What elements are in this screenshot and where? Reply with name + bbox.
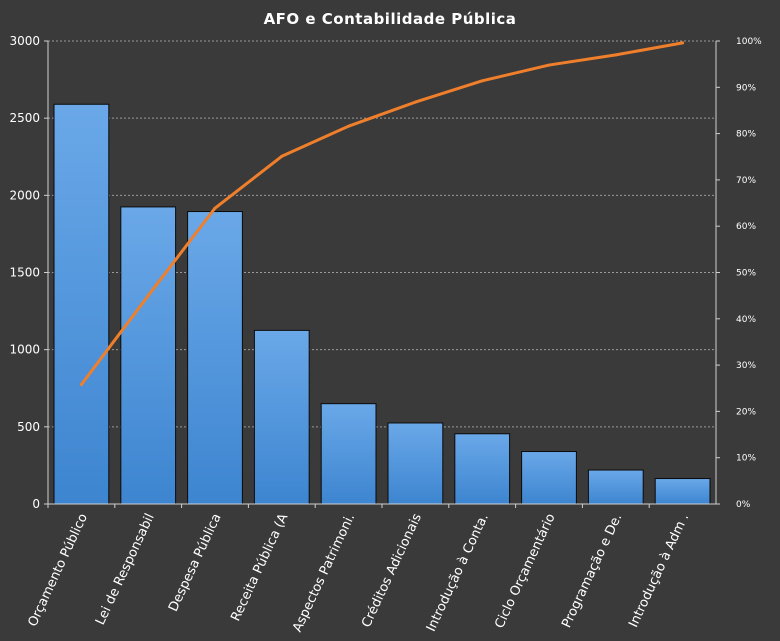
y-right-tick-label: 30% (736, 361, 756, 371)
bar (187, 211, 243, 505)
line-point (213, 206, 217, 210)
chart-title: AFO e Contabilidade Pública (264, 10, 517, 28)
y-left-tick-label: 0 (32, 497, 40, 511)
x-tick-label: Ciclo Orçamentário (492, 511, 558, 631)
y-right-tick-label: 50% (736, 269, 756, 279)
line-point (614, 53, 618, 57)
cumulative-line-series (79, 41, 685, 387)
bar (387, 422, 444, 505)
bar (454, 433, 511, 505)
bar (587, 469, 644, 505)
y-left-tick-label: 2000 (9, 188, 40, 202)
y-left-tick-label: 2500 (9, 111, 40, 125)
bar (521, 451, 577, 505)
y-right-tick-label: 40% (736, 315, 756, 325)
cumulative-line (79, 41, 685, 387)
y-left-tick-label: 500 (17, 420, 40, 434)
y-right-tick-label: 80% (736, 130, 756, 140)
y-right-tick-label: 60% (736, 222, 756, 232)
y-left-tick-label: 1500 (9, 266, 40, 280)
x-tick-label: Orçamento Público (25, 511, 91, 629)
x-tick-label: Introdução à Adm . (626, 511, 692, 630)
line-point (547, 63, 551, 67)
x-tick-label: Receita Pública (A (228, 511, 291, 623)
y-right-tick-label: 0% (736, 500, 751, 510)
y-left-tick-label: 3000 (9, 34, 40, 48)
bar (253, 329, 310, 505)
y-right-tick-label: 10% (736, 454, 756, 464)
x-tick-label: Créditos Adicionais (359, 511, 425, 630)
x-tick-label: Programação e De. (559, 511, 625, 630)
line-point (681, 41, 685, 45)
y-left-tick-label: 1000 (9, 343, 40, 357)
gridlines (48, 40, 716, 428)
bar (53, 103, 110, 505)
x-axis: Orçamento Público Lei de Responsabil Despe… (25, 503, 716, 635)
y-right-tick-label: 90% (736, 83, 756, 93)
y-right-tick-label: 100% (736, 37, 762, 47)
y-right-tick-label: 20% (736, 407, 756, 417)
line-point (79, 383, 83, 387)
x-tick-label: Introdução à Conta. (424, 511, 492, 634)
line-point (413, 100, 417, 104)
line-point (280, 154, 284, 158)
x-tick-label: Lei de Responsabil (93, 511, 158, 627)
bar (120, 206, 177, 505)
x-tick-label: Aspectos Patrimoni. (290, 511, 358, 634)
y-axis-right: 0% 10% 20% 30% 40% 50% 60% 70% 80% 90% 100% (715, 37, 762, 510)
y-right-tick-label: 70% (736, 176, 756, 186)
bar (320, 403, 377, 505)
bar-series (53, 103, 711, 505)
x-tick-label: Despesa Pública (166, 511, 225, 614)
line-point (146, 294, 150, 298)
line-point (480, 79, 484, 83)
y-axis-left: 0 500 1000 1500 2000 2500 3000 (9, 34, 49, 511)
line-point (347, 124, 351, 128)
bar (654, 478, 711, 505)
